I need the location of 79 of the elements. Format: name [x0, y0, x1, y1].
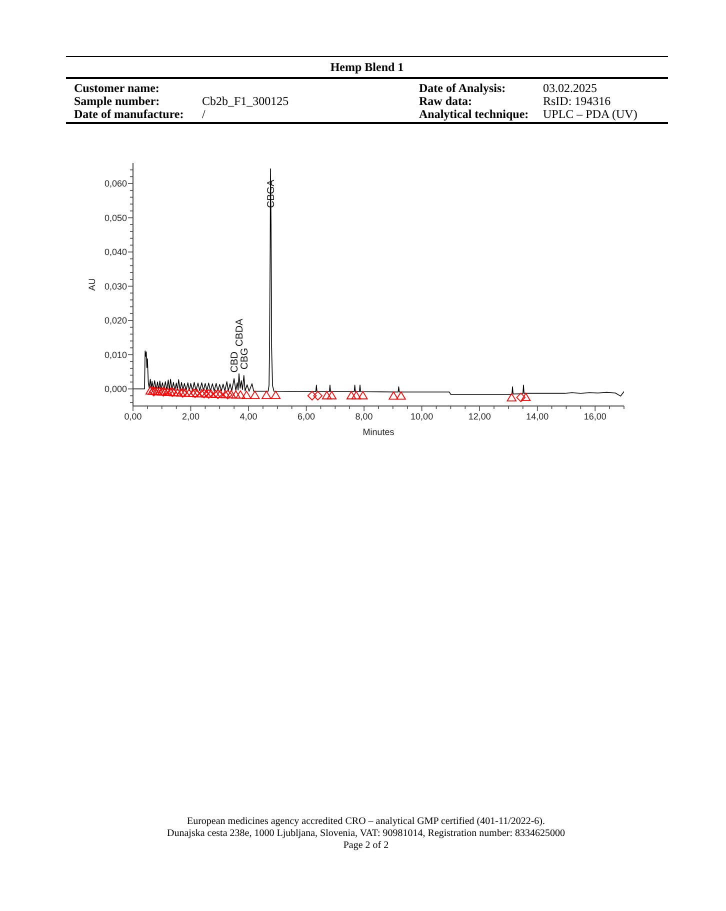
point: [388, 391, 398, 400]
x-tick-label: 0,00: [124, 411, 142, 422]
text: 03.02.2025: [543, 81, 597, 95]
y-tick-label: 0,050: [104, 212, 127, 223]
x-tick-label: 14,00: [526, 411, 549, 422]
annotation: CBD: [230, 351, 241, 373]
y-tick-label: 0,000: [104, 384, 127, 394]
point: [180, 388, 190, 397]
point: [223, 390, 232, 400]
text: Analytical technique:: [419, 107, 529, 121]
point: [188, 388, 198, 397]
text: Date of manufacture:: [74, 107, 184, 121]
point: [516, 392, 526, 402]
y-tick-label: 0,010: [104, 350, 127, 360]
point: [520, 392, 531, 402]
text: Date of Analysis:: [419, 81, 506, 95]
point: [313, 391, 322, 400]
annotation: CBG: [239, 348, 250, 370]
x-tick-label: 2,00: [182, 411, 200, 422]
text: Cb2b_F1_300125: [202, 94, 289, 108]
point: [196, 389, 207, 398]
point: [178, 388, 188, 398]
x-axis-title: Minutes: [362, 427, 395, 437]
point: [326, 391, 337, 400]
point: [199, 389, 209, 398]
point: [190, 388, 200, 398]
point: [168, 388, 177, 397]
text: Page 2 of 2: [343, 840, 389, 851]
point: [204, 389, 214, 399]
point: [145, 386, 156, 395]
y-tick-label: 0,020: [104, 316, 127, 326]
text: UPLC – PDA (UV): [543, 107, 638, 121]
point: [250, 390, 260, 399]
point: [166, 388, 176, 396]
point: [162, 388, 173, 396]
point: [230, 390, 241, 399]
y-tick-label: 0,040: [104, 247, 127, 258]
point: [226, 390, 236, 398]
point: [242, 390, 252, 399]
x-tick-label: 8,00: [355, 411, 373, 422]
point: [346, 391, 356, 400]
point: [220, 390, 230, 398]
point: [172, 388, 182, 396]
point: [351, 391, 362, 400]
point: [176, 388, 186, 397]
point: [202, 389, 212, 398]
y-tick-label: 0,030: [104, 281, 127, 292]
point: [192, 389, 202, 398]
text: Dunajska cesta 238e, 1000 Ljubljana, Slovenia, VAT: 90981014, Registration number: 8334625000: [167, 828, 565, 839]
chart-title: Hemp Blend 1: [330, 60, 404, 74]
point: [213, 390, 223, 400]
text: RsID: 194316: [543, 94, 611, 108]
annotation: CBDA: [234, 318, 246, 347]
point: [169, 388, 179, 396]
x-tick-label: 4,00: [240, 411, 258, 422]
point: [307, 391, 317, 400]
text: /: [202, 107, 206, 121]
point: [396, 391, 406, 400]
point: [184, 388, 194, 397]
x-tick-label: 16,00: [584, 411, 606, 422]
point: [236, 390, 246, 399]
text: Customer name:: [74, 81, 160, 95]
point: [206, 389, 216, 398]
x-tick-label: 6,00: [298, 411, 316, 422]
point: [322, 391, 332, 400]
point: [358, 391, 368, 400]
point: [210, 390, 220, 398]
point: [215, 390, 226, 398]
point: [506, 393, 517, 402]
point: [262, 390, 272, 399]
x-tick-label: 10,00: [410, 411, 434, 422]
text: European medicines agency accredited CRO – analytical GMP certified (401-11/2022-6).: [186, 816, 546, 827]
x-tick-label: 12,00: [468, 411, 491, 422]
text: Raw data:: [419, 94, 472, 108]
point: [270, 390, 281, 399]
annotation: CBGA: [266, 179, 277, 208]
y-tick-label: 0,060: [104, 178, 127, 189]
y-axis-title: AU: [87, 278, 98, 291]
text: Sample number:: [74, 94, 160, 108]
